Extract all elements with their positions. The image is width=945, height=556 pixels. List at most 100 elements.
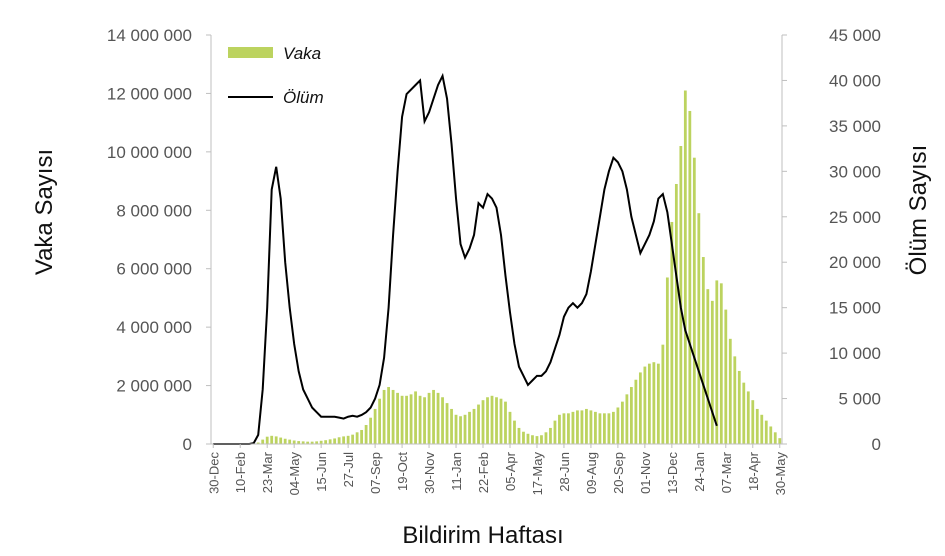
bar-vaka bbox=[405, 395, 408, 444]
bar-vaka bbox=[616, 407, 620, 444]
legend-label-vaka: Vaka bbox=[283, 44, 321, 63]
bar-vaka bbox=[746, 391, 750, 444]
bar-vaka bbox=[364, 425, 368, 444]
bar-vaka bbox=[719, 283, 723, 444]
bar-vaka bbox=[355, 432, 359, 444]
bar-vaka bbox=[567, 413, 570, 444]
bar-vaka bbox=[378, 398, 381, 444]
x-tick-label: 10-Feb bbox=[233, 452, 248, 493]
bar-vaka bbox=[715, 280, 719, 444]
bar-vaka bbox=[589, 410, 593, 444]
y-axis-title-right: Ölüm Sayısı bbox=[905, 145, 932, 276]
x-tick-label: 04-May bbox=[287, 452, 302, 496]
bar-vaka bbox=[706, 289, 710, 444]
x-tick-label: 24-Jan bbox=[692, 452, 707, 492]
bar-vaka bbox=[337, 437, 341, 444]
bar-vaka bbox=[436, 392, 440, 445]
left-tick-label: 0 bbox=[183, 435, 192, 454]
bar-vaka bbox=[679, 146, 683, 444]
right-tick-label: 45 000 bbox=[829, 26, 881, 45]
bar-vaka bbox=[643, 366, 647, 444]
bar-vaka bbox=[755, 408, 759, 444]
x-axis-ticks: 30-Dec 10-Feb 23-Mar 04-May 15-Jun 27-Jul 07-S… bbox=[206, 444, 788, 495]
bar-vaka bbox=[454, 414, 458, 444]
bar-vaka bbox=[495, 397, 498, 444]
right-tick-label: 40 000 bbox=[829, 71, 881, 90]
bar-vaka bbox=[535, 436, 539, 444]
axes bbox=[210, 35, 783, 445]
legend-label-olum: Ölüm bbox=[283, 88, 324, 107]
bar-vaka bbox=[629, 387, 633, 444]
x-axis-title: Bildirim Haftası bbox=[402, 522, 563, 549]
bar-vaka bbox=[387, 387, 390, 444]
legend: Vaka Ölüm bbox=[228, 44, 324, 107]
bar-vaka bbox=[598, 413, 602, 444]
bar-vaka bbox=[346, 435, 350, 444]
bar-vaka bbox=[540, 435, 543, 444]
x-tick-label: 05-Apr bbox=[503, 451, 518, 491]
x-tick-label: 23-Mar bbox=[260, 451, 275, 493]
right-tick-label: 5 000 bbox=[838, 390, 881, 409]
bar-vaka bbox=[391, 389, 395, 444]
bar-vaka bbox=[621, 401, 624, 444]
bar-vaka bbox=[778, 438, 782, 444]
x-tick-label: 27-Jul bbox=[341, 452, 356, 488]
bar-vaka bbox=[625, 394, 629, 444]
bar-vaka bbox=[594, 411, 597, 444]
bar-vaka bbox=[724, 309, 728, 444]
series-line-olum bbox=[213, 72, 718, 445]
bar-vaka bbox=[400, 395, 404, 444]
bar-vaka bbox=[603, 413, 606, 444]
bar-vaka bbox=[288, 439, 292, 444]
bar-vaka bbox=[481, 400, 485, 444]
bar-vaka bbox=[733, 356, 737, 444]
right-tick-label: 0 bbox=[872, 435, 881, 454]
bar-vaka bbox=[477, 404, 480, 444]
bar-vaka bbox=[607, 413, 611, 444]
bar-vaka bbox=[661, 344, 665, 444]
bar-vaka bbox=[553, 420, 557, 444]
right-tick-label: 35 000 bbox=[829, 117, 881, 136]
bar-vaka bbox=[441, 397, 444, 444]
bar-vaka bbox=[585, 408, 588, 444]
x-tick-label: 30-May bbox=[773, 452, 788, 496]
bar-vaka bbox=[576, 410, 579, 444]
bar-vaka bbox=[580, 410, 584, 444]
bar-vaka bbox=[468, 411, 471, 444]
bar-vaka bbox=[373, 408, 377, 444]
bar-vaka bbox=[463, 414, 467, 444]
right-tick-label: 25 000 bbox=[829, 208, 881, 227]
bar-vaka bbox=[697, 213, 701, 444]
bar-vaka bbox=[459, 416, 462, 444]
bar-vaka bbox=[701, 257, 705, 444]
bar-vaka bbox=[369, 417, 373, 444]
bar-vaka bbox=[531, 435, 534, 444]
left-tick-label: 14 000 000 bbox=[107, 26, 192, 45]
bar-vaka bbox=[342, 436, 346, 444]
bar-vaka bbox=[526, 433, 530, 444]
bar-vaka bbox=[409, 394, 413, 444]
bar-vaka bbox=[670, 221, 674, 444]
bar-vaka bbox=[751, 400, 755, 444]
bar-vaka bbox=[324, 440, 328, 444]
y-axis-title-left: Vaka Sayısı bbox=[31, 149, 58, 275]
x-tick-label: 28-Jun bbox=[557, 452, 572, 492]
bar-vaka bbox=[301, 441, 305, 444]
bar-vaka bbox=[256, 442, 260, 444]
bar-vaka bbox=[549, 427, 552, 444]
bar-vaka bbox=[665, 277, 669, 444]
x-tick-label: 13-Dec bbox=[665, 452, 680, 494]
bar-vaka bbox=[688, 110, 692, 445]
bar-vaka bbox=[270, 435, 274, 444]
left-tick-label: 2 000 000 bbox=[116, 377, 192, 396]
bar-vaka bbox=[737, 370, 741, 444]
bar-vaka bbox=[562, 413, 566, 444]
bar-vaka bbox=[742, 382, 746, 444]
x-tick-label: 20-Sep bbox=[611, 452, 626, 494]
bar-vaka bbox=[710, 300, 714, 444]
bar-vaka bbox=[306, 441, 310, 444]
bar-vaka bbox=[656, 363, 660, 444]
bar-vaka bbox=[508, 411, 512, 444]
left-tick-label: 12 000 000 bbox=[107, 84, 192, 103]
bar-vaka bbox=[760, 414, 764, 444]
